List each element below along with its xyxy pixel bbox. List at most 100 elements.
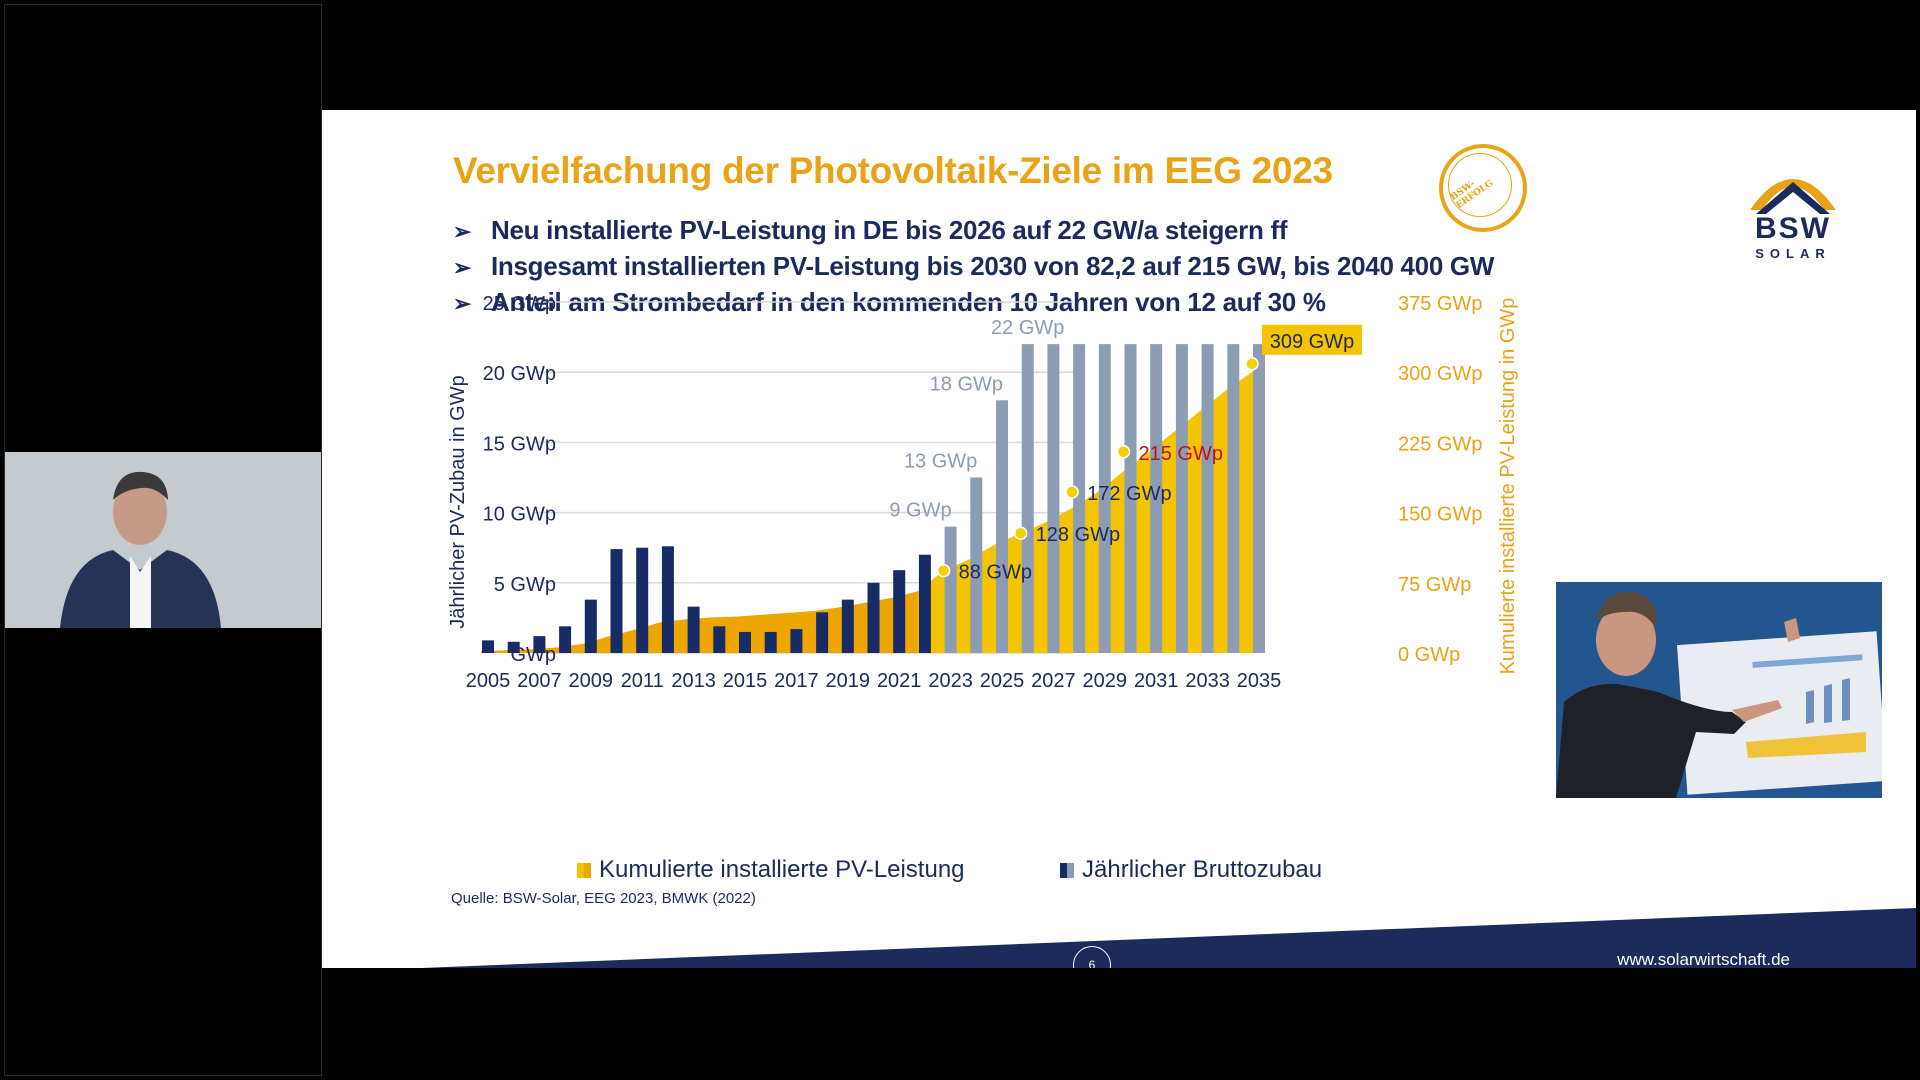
source-note: Quelle: BSW-Solar, EEG 2023, BMWK (2022) — [451, 890, 756, 907]
arrow-bullet-icon: ➢ — [453, 255, 472, 280]
x-tick-label: 2031 — [1134, 670, 1179, 692]
bsw-solar-logo: BSW SOLAR — [1738, 154, 1848, 264]
bar-2013 — [687, 606, 700, 653]
bar-2015 — [739, 631, 751, 653]
slide-title: Vervielfachung der Photovoltaik-Ziele im… — [453, 150, 1333, 191]
y-left-tick-label: 5 GWp — [494, 574, 556, 596]
bar-2022 — [918, 554, 931, 653]
cumulative-marker-2030 — [1116, 445, 1131, 459]
area-value-label: 88 GWp — [959, 562, 1032, 584]
presenter-scene — [1556, 582, 1882, 798]
value-box-2035 — [1262, 324, 1362, 355]
speaker-silhouette — [5, 452, 321, 628]
logo-text: BSW — [1755, 212, 1831, 245]
bar-2024 — [970, 477, 983, 653]
bar-2010 — [610, 549, 623, 653]
x-tick-label: 2005 — [466, 670, 511, 692]
bar-value-label: 9 GWp — [889, 500, 951, 522]
bar-2016 — [764, 631, 777, 653]
bar-2027 — [1047, 344, 1060, 653]
bar-2021 — [893, 570, 906, 653]
footer-band — [322, 908, 1916, 968]
bar-2012 — [661, 546, 674, 653]
bar-2019 — [841, 599, 854, 653]
x-tick-label: 2015 — [723, 670, 768, 692]
bar-2030 — [1124, 344, 1137, 653]
pv-chart: GWp 5 GWp 10 GWp 15 GWp 20 GWp 25 GWp 0 GWp 75 … — [447, 293, 1519, 692]
cumulative-marker-2026 — [1013, 526, 1028, 540]
y-right-tick-label: 300 GWp — [1398, 363, 1482, 385]
bullet-1-text: Neu installierte PV-Leistung in DE bis 2… — [491, 215, 1288, 245]
bullet-2: ➢ Insgesamt installierten PV-Leistung bis… — [453, 251, 1494, 282]
x-tick-label: 2007 — [517, 670, 562, 692]
bar-2014 — [713, 626, 726, 653]
bar-2011 — [636, 547, 649, 653]
bar-2006 — [507, 641, 520, 653]
arrow-bullet-icon: ➢ — [453, 219, 472, 244]
bsw-erfolg-seal: BSW-ERFOLG — [1439, 144, 1527, 232]
bullet-1: ➢ Neu installierte PV-Leistung in DE bis … — [453, 215, 1288, 246]
arrow-bullet-icon: ➢ — [453, 291, 472, 316]
y-right-tick-label: 75 GWp — [1398, 574, 1471, 596]
legend-swatch-bar — [1060, 863, 1074, 878]
y-right-axis-title: Kumulierte installierte PV-Leistung in G… — [1497, 298, 1519, 675]
x-tick-label: 2009 — [569, 670, 614, 692]
area-value-label: 128 GWp — [1036, 524, 1120, 546]
bar-2029 — [1098, 344, 1111, 653]
bar-2020 — [867, 582, 880, 653]
y-right-tick-label: 225 GWp — [1398, 433, 1482, 455]
bar-2025 — [996, 400, 1008, 653]
legend-item-cumulative: Kumulierte installierte PV-Leistung — [577, 856, 965, 884]
x-tick-label: 2035 — [1237, 670, 1282, 692]
area-value-label: 309 GWp — [1270, 331, 1354, 353]
bar-value-label: 18 GWp — [930, 373, 1003, 395]
x-tick-label: 2023 — [928, 670, 973, 692]
area-value-label: 215 GWp — [1139, 443, 1223, 465]
bar-value-label: 22 GWp — [991, 317, 1064, 339]
area-value-label: 172 GWp — [1087, 483, 1171, 505]
bar-2033 — [1201, 344, 1214, 653]
y-right-tick-label: 150 GWp — [1398, 504, 1482, 526]
y-left-tick-label: 10 GWp — [483, 504, 556, 526]
legend-label-cumulative: Kumulierte installierte PV-Leistung — [599, 856, 965, 883]
bar-2031 — [1150, 344, 1163, 653]
x-tick-label: 2011 — [621, 670, 664, 692]
bar-2018 — [816, 612, 829, 653]
bar-2035 — [1253, 344, 1265, 653]
bar-2009 — [584, 599, 597, 653]
logo-subtext: SOLAR — [1755, 246, 1831, 261]
legend-item-annual: Jährlicher Bruttozubau — [1060, 856, 1322, 884]
x-tick-label: 2027 — [1031, 670, 1076, 692]
annual-bars — [482, 344, 1265, 653]
y-left-tick-label: 25 GWp — [483, 293, 556, 315]
y-left-tick-label: 20 GWp — [483, 363, 556, 385]
bar-2023 — [944, 526, 957, 653]
x-tick-label: 2017 — [774, 670, 819, 692]
x-tick-label: 2019 — [826, 670, 871, 692]
bar-2028 — [1073, 344, 1086, 653]
x-tick-label: 2033 — [1185, 670, 1230, 692]
legend-swatch-area — [577, 863, 591, 878]
presentation-slide: Vervielfachung der Photovoltaik-Ziele im… — [322, 110, 1916, 968]
cumulative-marker-2035 — [1245, 357, 1259, 371]
legend-label-annual: Jährlicher Bruttozubau — [1082, 856, 1323, 883]
cumulative-marker-2023 — [936, 563, 951, 578]
x-tick-label: 2013 — [671, 670, 716, 692]
bar-2017 — [790, 629, 803, 653]
bullet-2-text: Insgesamt installierten PV-Leistung bis … — [491, 251, 1495, 281]
cumulative-marker-2028 — [1065, 485, 1079, 499]
presenter-video-tile[interactable] — [1556, 582, 1882, 798]
speaker-video-tile[interactable] — [5, 452, 321, 628]
y-left-tick-label: 15 GWp — [483, 433, 556, 455]
x-tick-label: 2029 — [1083, 670, 1128, 692]
x-tick-label: 2025 — [980, 670, 1025, 692]
x-tick-label: 2021 — [877, 670, 922, 692]
bar-2034 — [1227, 344, 1240, 653]
bar-2032 — [1175, 344, 1188, 653]
bar-2007 — [533, 636, 546, 653]
bar-2005 — [482, 640, 494, 653]
y-right-tick-label: 0 GWp — [1398, 644, 1460, 666]
y-left-tick-label: GWp — [510, 644, 556, 666]
chart-labels: GWp 5 GWp 10 GWp 15 GWp 20 GWp 25 GWp 0 GWp 75 … — [447, 293, 1519, 692]
bar-value-label: 13 GWp — [904, 451, 977, 473]
